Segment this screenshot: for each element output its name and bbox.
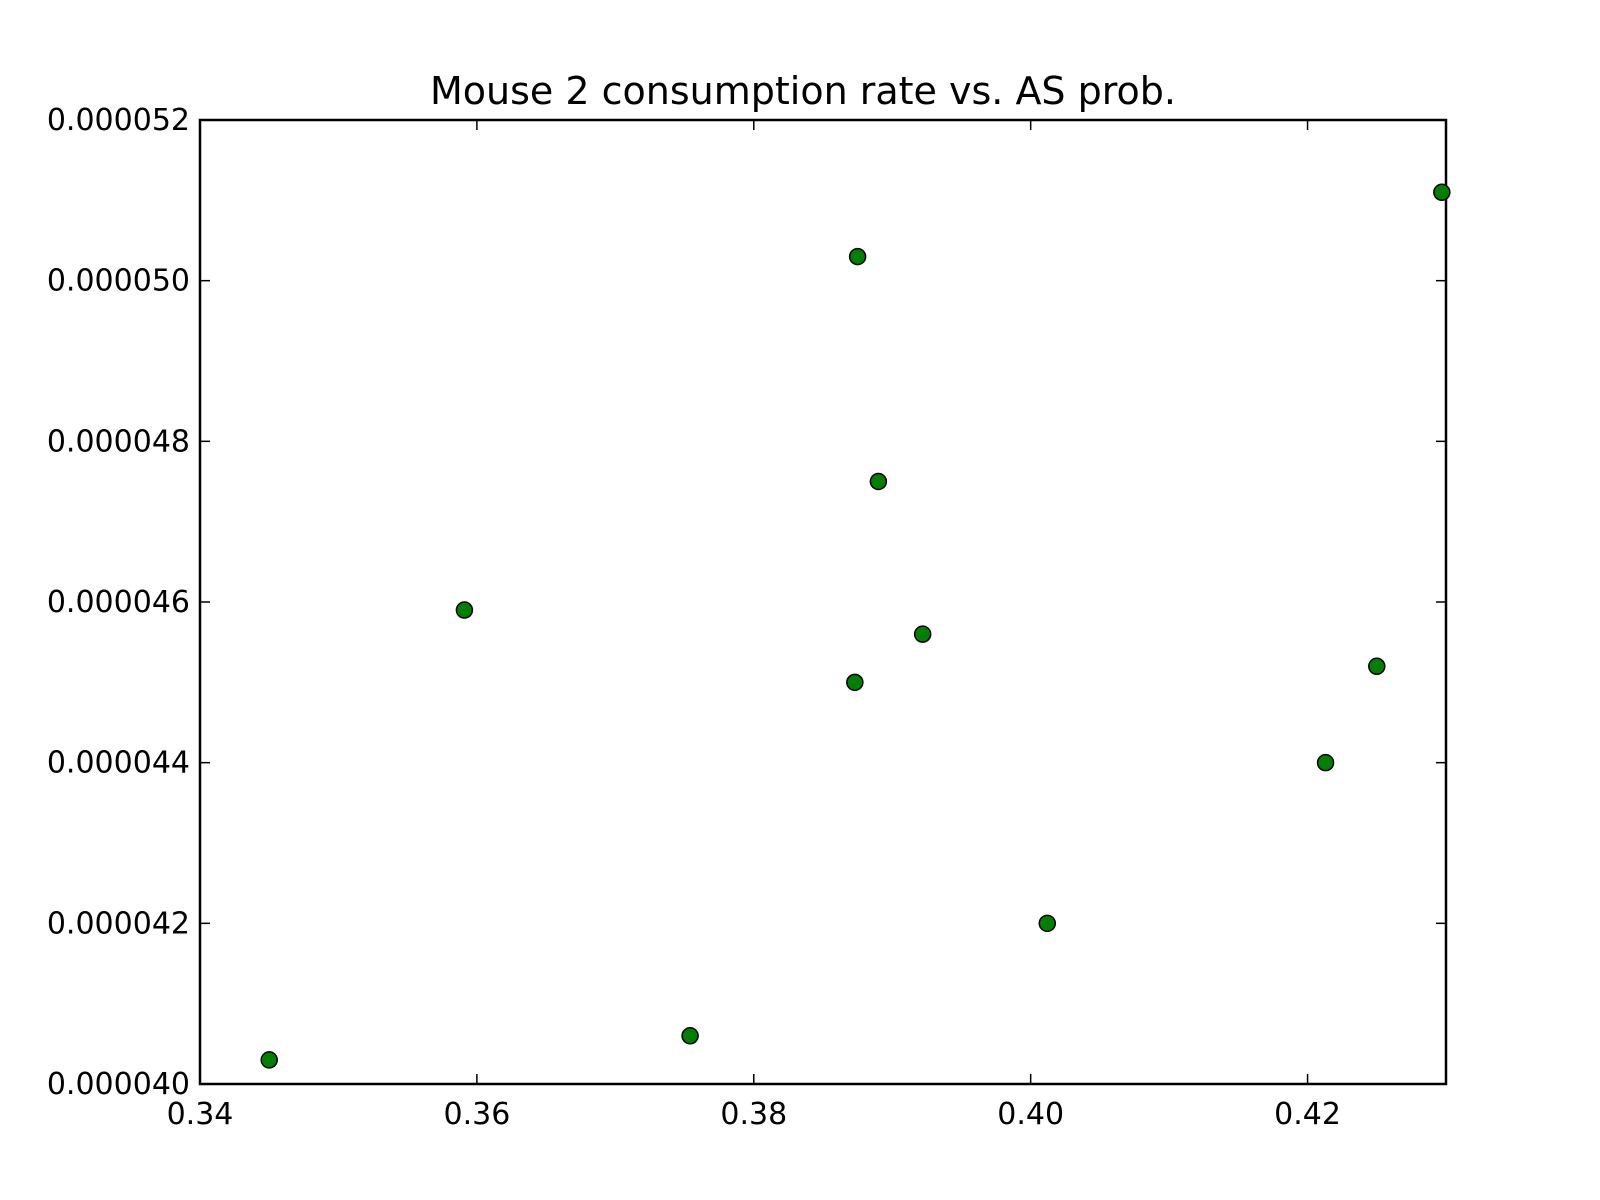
data-point [913,625,932,643]
data-point [681,1027,699,1045]
data-point [260,1051,278,1069]
y-tick-label: 0.000044 [47,746,190,781]
x-axis: 0.34 0.36 0.38 0.40 0.42 [167,120,1341,1132]
y-tick-label: 0.000052 [47,103,190,138]
y-tick-label: 0.000048 [47,424,190,459]
data-point [869,472,888,491]
data-point [1316,753,1335,772]
plot-frame [198,118,1448,1086]
y-tick-label: 0.000040 [47,1067,190,1102]
data-point [1038,914,1057,933]
y-tick-label: 0.000050 [47,264,190,299]
x-tick-label: 0.40 [997,1097,1064,1132]
x-tick-label: 0.42 [1274,1097,1341,1132]
y-tick-label: 0.000042 [47,906,190,941]
data-point [1368,657,1386,676]
x-tick-label: 0.38 [720,1097,787,1132]
data-points [260,183,1451,1069]
data-point [846,673,864,692]
x-tick-label: 0.34 [167,1097,234,1132]
chart-title: Mouse 2 consumption rate vs. AS prob. [430,69,1176,113]
data-point [848,247,867,266]
y-tick-label: 0.000046 [47,585,190,620]
data-point [455,601,474,619]
x-tick-label: 0.36 [443,1097,510,1132]
data-point [1433,183,1451,202]
y-axis: 0.000040 0.000042 0.000044 0.000046 0.000048… [47,103,1446,1102]
